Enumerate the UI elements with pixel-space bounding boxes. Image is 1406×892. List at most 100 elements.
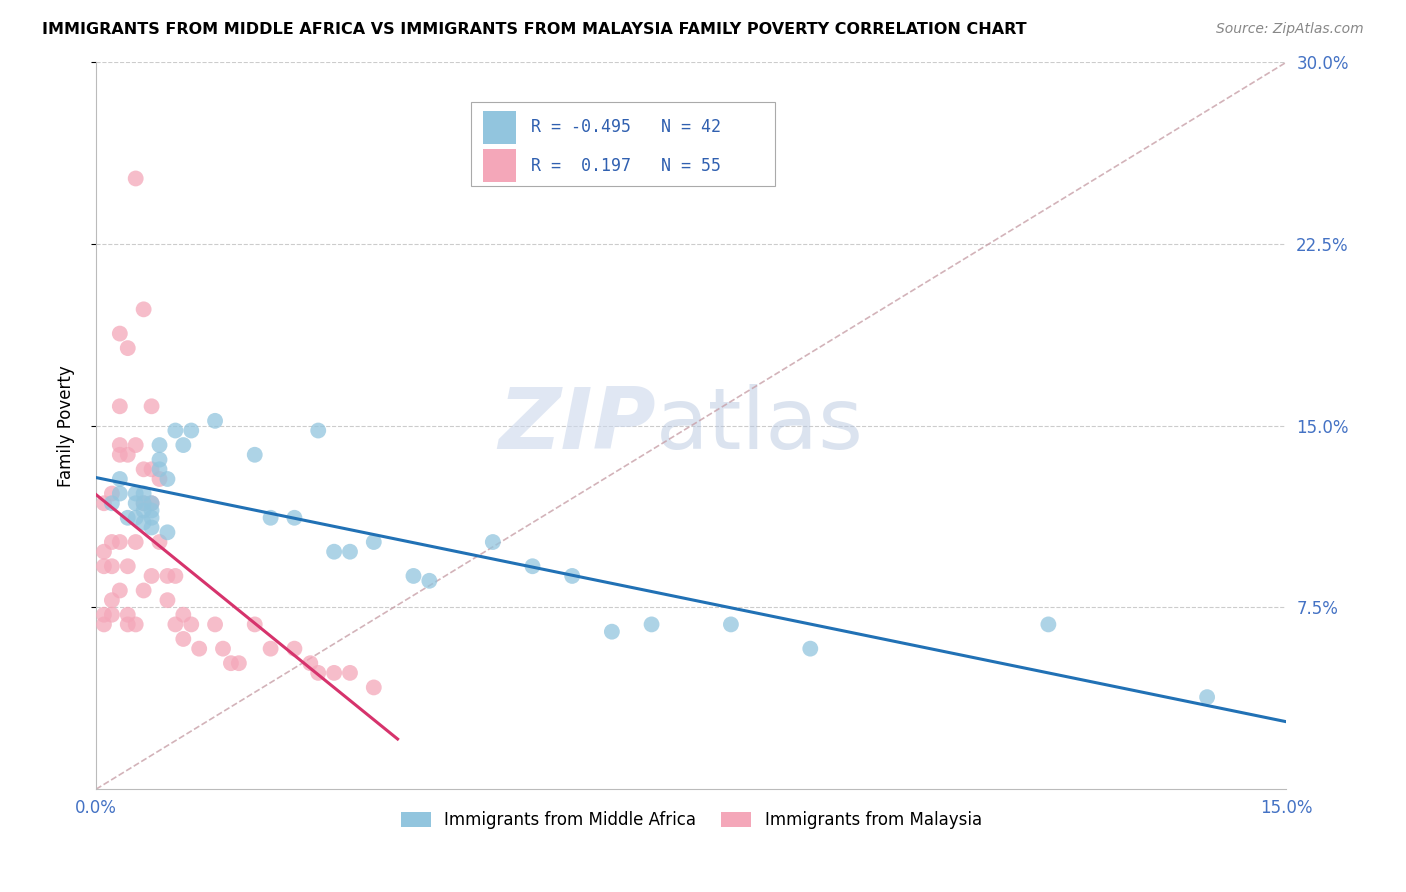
Point bbox=[204, 414, 226, 428]
Bar bbox=[482, 111, 516, 144]
Point bbox=[219, 656, 242, 670]
Point bbox=[101, 607, 124, 622]
Point bbox=[108, 472, 131, 486]
Point bbox=[156, 569, 179, 583]
Point bbox=[132, 516, 155, 530]
Point bbox=[172, 438, 194, 452]
Point bbox=[165, 617, 187, 632]
Point bbox=[148, 462, 170, 476]
Point bbox=[125, 438, 148, 452]
Point bbox=[117, 617, 139, 632]
Point bbox=[141, 399, 163, 413]
Point bbox=[299, 656, 322, 670]
Point bbox=[402, 569, 425, 583]
Point bbox=[141, 503, 163, 517]
Point bbox=[108, 486, 131, 500]
Point bbox=[180, 424, 202, 438]
Text: ZIP: ZIP bbox=[498, 384, 655, 467]
Point bbox=[148, 452, 170, 467]
Point bbox=[323, 665, 346, 680]
Text: R = -0.495   N = 42: R = -0.495 N = 42 bbox=[530, 119, 720, 136]
Point bbox=[1197, 690, 1219, 705]
Text: IMMIGRANTS FROM MIDDLE AFRICA VS IMMIGRANTS FROM MALAYSIA FAMILY POVERTY CORRELA: IMMIGRANTS FROM MIDDLE AFRICA VS IMMIGRA… bbox=[42, 22, 1026, 37]
Point bbox=[141, 520, 163, 534]
Point bbox=[141, 569, 163, 583]
Point bbox=[323, 545, 346, 559]
Point bbox=[101, 496, 124, 510]
Point bbox=[156, 593, 179, 607]
Text: R =  0.197   N = 55: R = 0.197 N = 55 bbox=[530, 157, 720, 175]
Point bbox=[117, 341, 139, 355]
Point bbox=[101, 559, 124, 574]
Point bbox=[141, 510, 163, 524]
Point bbox=[228, 656, 250, 670]
Point bbox=[125, 617, 148, 632]
Point bbox=[132, 496, 155, 510]
Point bbox=[180, 617, 202, 632]
Text: Source: ZipAtlas.com: Source: ZipAtlas.com bbox=[1216, 22, 1364, 37]
Point bbox=[141, 496, 163, 510]
Point bbox=[339, 545, 361, 559]
Point bbox=[93, 559, 115, 574]
Point bbox=[259, 510, 281, 524]
Point bbox=[148, 535, 170, 549]
FancyBboxPatch shape bbox=[471, 102, 775, 186]
Point bbox=[156, 472, 179, 486]
Point bbox=[132, 503, 155, 517]
Point bbox=[720, 617, 742, 632]
Point bbox=[482, 535, 505, 549]
Point bbox=[101, 486, 124, 500]
Point bbox=[204, 617, 226, 632]
Point bbox=[307, 424, 329, 438]
Text: atlas: atlas bbox=[655, 384, 863, 467]
Point bbox=[141, 462, 163, 476]
Point bbox=[132, 462, 155, 476]
Point bbox=[108, 438, 131, 452]
Point bbox=[418, 574, 440, 588]
Bar bbox=[482, 149, 516, 182]
Point bbox=[243, 448, 266, 462]
Point bbox=[108, 583, 131, 598]
Point bbox=[600, 624, 623, 639]
Point bbox=[363, 535, 385, 549]
Point bbox=[640, 617, 662, 632]
Point bbox=[188, 641, 211, 656]
Point bbox=[101, 535, 124, 549]
Point bbox=[93, 496, 115, 510]
Point bbox=[339, 665, 361, 680]
Point bbox=[165, 424, 187, 438]
Point bbox=[1038, 617, 1060, 632]
Point bbox=[132, 583, 155, 598]
Point bbox=[93, 617, 115, 632]
Point bbox=[148, 438, 170, 452]
Legend: Immigrants from Middle Africa, Immigrants from Malaysia: Immigrants from Middle Africa, Immigrant… bbox=[394, 804, 988, 836]
Point bbox=[132, 496, 155, 510]
Point bbox=[799, 641, 821, 656]
Point bbox=[125, 496, 148, 510]
Point bbox=[283, 510, 305, 524]
Point bbox=[117, 607, 139, 622]
Point bbox=[172, 607, 194, 622]
Point bbox=[117, 559, 139, 574]
Point bbox=[156, 525, 179, 540]
Point bbox=[125, 510, 148, 524]
Point bbox=[108, 326, 131, 341]
Point bbox=[307, 665, 329, 680]
Point bbox=[141, 496, 163, 510]
Point bbox=[101, 593, 124, 607]
Point bbox=[259, 641, 281, 656]
Point bbox=[108, 448, 131, 462]
Point bbox=[212, 641, 235, 656]
Point bbox=[283, 641, 305, 656]
Point bbox=[125, 171, 148, 186]
Point bbox=[108, 535, 131, 549]
Y-axis label: Family Poverty: Family Poverty bbox=[58, 365, 75, 486]
Point bbox=[165, 569, 187, 583]
Point bbox=[93, 545, 115, 559]
Point bbox=[93, 607, 115, 622]
Point bbox=[363, 681, 385, 695]
Point bbox=[132, 486, 155, 500]
Point bbox=[243, 617, 266, 632]
Point bbox=[125, 486, 148, 500]
Point bbox=[108, 399, 131, 413]
